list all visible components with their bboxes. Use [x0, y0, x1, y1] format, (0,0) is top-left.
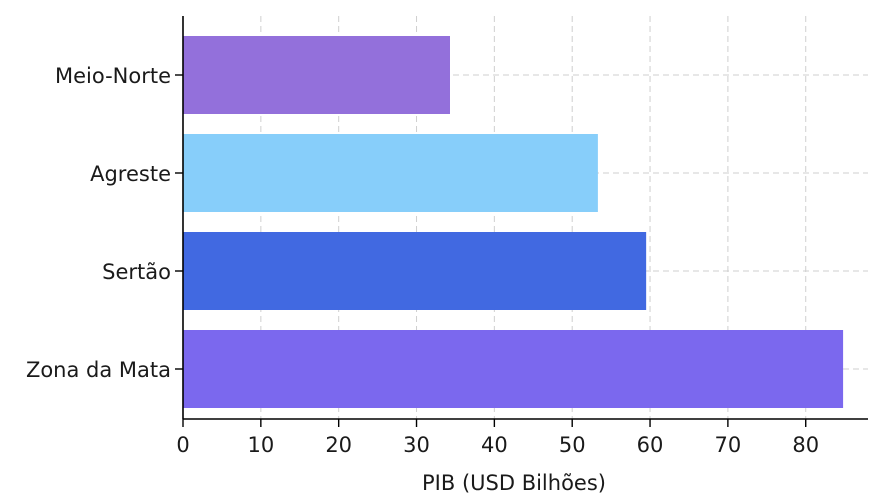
y-tick-label: Meio-Norte [55, 64, 171, 88]
x-tick-label: 60 [637, 433, 664, 457]
bar [183, 36, 450, 114]
x-tick-label: 20 [325, 433, 352, 457]
x-tick-label: 80 [792, 433, 819, 457]
labels-layer: 0 10 20 30 40 50 60 70 80 Meio-Norte Agreste Sertão… [26, 64, 819, 457]
bar [183, 330, 844, 408]
y-tick-label: Agreste [90, 162, 171, 186]
x-axis-title: PIB (USD Bilhões) [422, 471, 606, 495]
bars-layer [183, 36, 844, 408]
x-tick-label: 40 [481, 433, 508, 457]
x-tick-label: 50 [559, 433, 586, 457]
y-tick-label: Sertão [102, 260, 171, 284]
x-tick-label: 30 [403, 433, 430, 457]
y-tick-label: Zona da Mata [26, 358, 171, 382]
x-tick-label: 0 [176, 433, 189, 457]
axes-layer [175, 16, 868, 427]
x-tick-label: 70 [715, 433, 742, 457]
bar [183, 134, 598, 212]
bar [183, 232, 647, 310]
x-tick-label: 10 [247, 433, 274, 457]
